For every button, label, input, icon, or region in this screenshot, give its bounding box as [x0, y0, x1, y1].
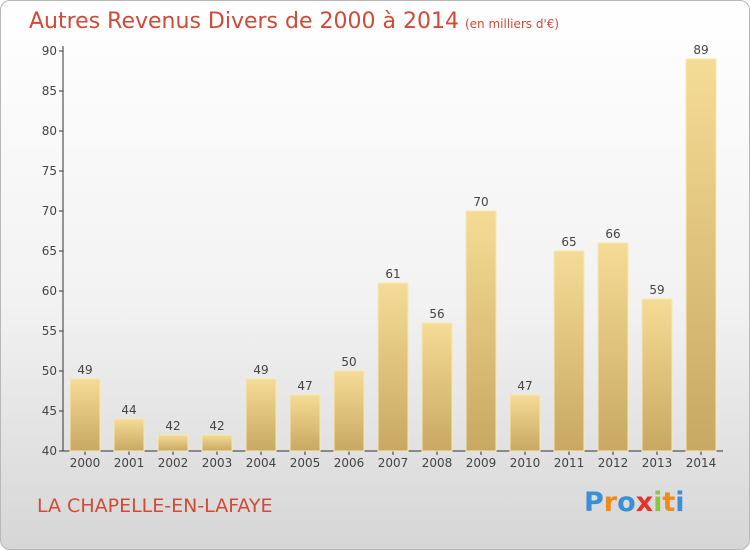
- x-tick-label: 2013: [642, 456, 673, 470]
- y-tick-label: 90: [42, 44, 57, 58]
- bar-value-label: 42: [165, 419, 180, 433]
- bar-value-label: 49: [77, 363, 92, 377]
- bar: [597, 242, 629, 452]
- bar-value-label: 56: [429, 307, 444, 321]
- bar: [333, 370, 365, 452]
- logo-letter: i: [653, 487, 663, 518]
- bar-value-label: 66: [605, 227, 620, 241]
- bar-value-label: 70: [473, 195, 488, 209]
- y-tick-label: 65: [42, 244, 57, 258]
- logo-letter: x: [635, 487, 654, 518]
- bar-value-label: 59: [649, 283, 664, 297]
- bar: [421, 322, 453, 452]
- proxiti-logo: Proxiti: [584, 487, 685, 518]
- logo-letter: t: [662, 487, 676, 518]
- chart-title-text: Autres Revenus Divers de 2000 à 2014: [29, 9, 459, 34]
- bar: [245, 378, 277, 452]
- x-tick-label: 2014: [686, 456, 717, 470]
- y-tick-label: 40: [42, 444, 57, 458]
- bar: [685, 58, 717, 452]
- y-tick-label: 80: [42, 124, 57, 138]
- x-tick-label: 2004: [246, 456, 277, 470]
- logo-letter: o: [617, 487, 636, 518]
- y-tick-label: 45: [42, 404, 57, 418]
- bar-value-label: 42: [209, 419, 224, 433]
- y-tick-label: 55: [42, 324, 57, 338]
- bar-value-label: 50: [341, 355, 356, 369]
- location-label: LA CHAPELLE-EN-LAFAYE: [37, 495, 273, 517]
- logo-letter: P: [584, 487, 604, 518]
- logo-letter: i: [675, 487, 685, 518]
- bar-value-label: 61: [385, 267, 400, 281]
- x-tick-label: 2006: [334, 456, 365, 470]
- x-tick-label: 2001: [114, 456, 145, 470]
- logo-letter: r: [603, 487, 618, 518]
- x-tick-label: 2010: [510, 456, 541, 470]
- bar: [377, 282, 409, 452]
- bar: [553, 250, 585, 452]
- x-tick-label: 2008: [422, 456, 453, 470]
- bar-value-label: 44: [121, 403, 136, 417]
- y-tick-label: 75: [42, 164, 57, 178]
- y-tick-label: 85: [42, 84, 57, 98]
- bar-value-label: 49: [253, 363, 268, 377]
- x-tick-label: 2012: [598, 456, 629, 470]
- bar-value-label: 47: [297, 379, 312, 393]
- bar: [113, 418, 145, 452]
- bar: [157, 434, 189, 452]
- bar: [465, 210, 497, 452]
- bar-value-label: 89: [693, 43, 708, 57]
- bar: [509, 394, 541, 452]
- x-tick-label: 2011: [554, 456, 585, 470]
- x-tick-label: 2002: [158, 456, 189, 470]
- bar: [201, 434, 233, 452]
- y-tick-label: 70: [42, 204, 57, 218]
- y-tick-label: 50: [42, 364, 57, 378]
- bar-value-label: 47: [517, 379, 532, 393]
- chart-title: Autres Revenus Divers de 2000 à 2014 (en …: [29, 9, 559, 34]
- x-tick-label: 2000: [70, 456, 101, 470]
- x-tick-label: 2003: [202, 456, 233, 470]
- bar: [289, 394, 321, 452]
- x-tick-label: 2009: [466, 456, 497, 470]
- bar: [69, 378, 101, 452]
- x-tick-label: 2005: [290, 456, 321, 470]
- bar-value-label: 65: [561, 235, 576, 249]
- x-tick-label: 2007: [378, 456, 409, 470]
- y-tick-label: 60: [42, 284, 57, 298]
- bar: [641, 298, 673, 452]
- chart-subtitle: (en milliers d'€): [464, 17, 560, 31]
